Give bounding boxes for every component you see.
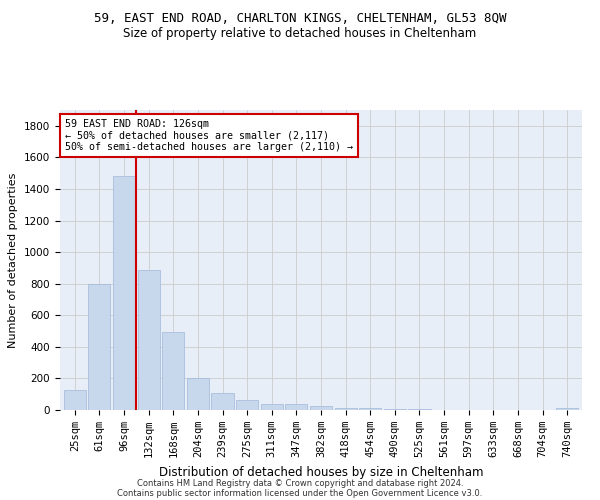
Text: 59, EAST END ROAD, CHARLTON KINGS, CHELTENHAM, GL53 8QW: 59, EAST END ROAD, CHARLTON KINGS, CHELT… <box>94 12 506 26</box>
Text: Contains public sector information licensed under the Open Government Licence v3: Contains public sector information licen… <box>118 488 482 498</box>
Bar <box>88 284 110 410</box>
Bar <box>64 390 86 410</box>
Bar <box>409 409 431 410</box>
Bar <box>384 409 406 410</box>
Text: Size of property relative to detached houses in Cheltenham: Size of property relative to detached ho… <box>124 28 476 40</box>
Bar <box>260 404 283 410</box>
Text: 59 EAST END ROAD: 126sqm
← 50% of detached houses are smaller (2,117)
50% of sem: 59 EAST END ROAD: 126sqm ← 50% of detach… <box>65 119 353 152</box>
Bar <box>310 406 332 410</box>
Y-axis label: Number of detached properties: Number of detached properties <box>8 172 19 348</box>
X-axis label: Distribution of detached houses by size in Cheltenham: Distribution of detached houses by size … <box>159 466 483 478</box>
Bar <box>137 270 160 410</box>
Bar <box>285 404 307 410</box>
Bar <box>359 408 382 410</box>
Bar <box>335 408 357 410</box>
Bar <box>162 332 184 410</box>
Bar <box>236 400 258 410</box>
Bar <box>556 408 578 410</box>
Text: Contains HM Land Registry data © Crown copyright and database right 2024.: Contains HM Land Registry data © Crown c… <box>137 478 463 488</box>
Bar <box>211 394 233 410</box>
Bar <box>113 176 135 410</box>
Bar <box>187 378 209 410</box>
